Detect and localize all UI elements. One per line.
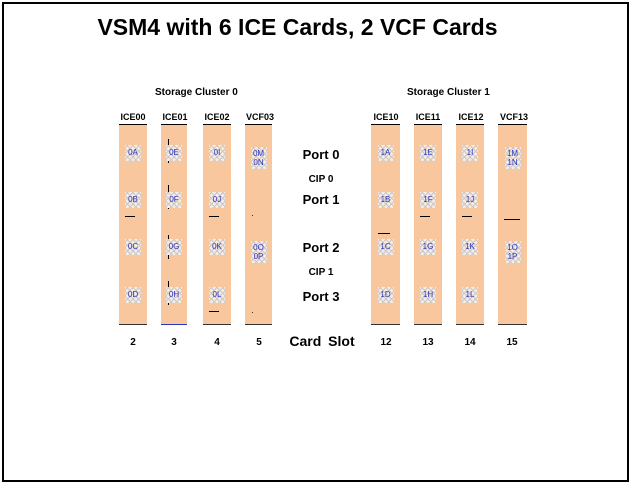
diagram-title: VSM4 with 6 ICE Cards, 2 VCF Cards <box>97 14 498 40</box>
card-name-ice12: ICE12 <box>458 112 484 122</box>
port-1f: 1F <box>420 192 436 208</box>
port-0d: 0D <box>125 287 141 303</box>
port-0i: 0I <box>209 145 225 161</box>
port-1g: 1G <box>420 239 436 255</box>
card-ice02: 0I 0J 0K 0L <box>203 124 231 325</box>
slot-number: 12 <box>380 337 392 348</box>
port-0m-0n: 0M 0N <box>250 147 267 169</box>
slot-number: 13 <box>422 337 434 348</box>
port-1c: 1C <box>377 239 394 255</box>
port-0k: 0K <box>209 239 225 255</box>
slot-number: 5 <box>256 337 262 348</box>
port-0g: 0G <box>166 239 182 255</box>
card-ice01: 0E 0F 0G 0H <box>161 124 187 325</box>
port-1k: 1K <box>462 239 478 255</box>
card-marker <box>209 311 219 312</box>
port-0f: 0F <box>166 192 182 208</box>
card-name-ice11: ICE11 <box>415 112 441 122</box>
port-1h: 1H <box>420 287 436 303</box>
port-1e: 1E <box>420 145 436 161</box>
card-marker <box>125 216 135 217</box>
slot-number: 15 <box>506 337 518 348</box>
card-marker <box>252 215 253 216</box>
port-1j: 1J <box>462 192 478 208</box>
port-0l: 0L <box>209 287 225 303</box>
port-2-label: Port 2 <box>302 240 340 255</box>
port-0a: 0A <box>125 145 141 161</box>
card-slot-label: Card Slot <box>289 333 355 349</box>
card-marker <box>161 324 187 325</box>
card-ice12: 1I 1J 1K 1L <box>456 124 484 325</box>
cluster-1-label: Storage Cluster 1 <box>407 87 490 98</box>
cip-1-label: CIP 1 <box>308 267 334 278</box>
card-ice11: 1E 1F 1G 1H <box>414 124 442 325</box>
port-1i: 1I <box>462 145 478 161</box>
slot-number: 2 <box>130 337 136 348</box>
port-1m-1n: 1M 1N <box>504 147 521 169</box>
card-marker <box>252 312 253 313</box>
diagram-frame <box>2 2 629 482</box>
card-vcf13: 1M 1N 1O 1P <box>498 124 527 325</box>
port-0-label: Port 0 <box>302 147 340 162</box>
card-name-ice01: ICE01 <box>162 112 188 122</box>
slot-number: 14 <box>464 337 476 348</box>
card-ice00: 0A 0B 0C 0D <box>119 124 147 325</box>
port-1-label: Port 1 <box>302 192 340 207</box>
card-marker <box>209 216 219 217</box>
port-0j: 0J <box>209 192 225 208</box>
port-1b: 1B <box>377 192 394 208</box>
port-1o-1p: 1O 1P <box>504 241 521 263</box>
port-1d: 1D <box>377 287 394 303</box>
port-0o-0p: 0O 0P <box>250 241 267 263</box>
card-ice10: 1A 1B 1C 1D <box>371 124 400 325</box>
port-0c: 0C <box>125 239 141 255</box>
card-marker <box>462 216 472 217</box>
cluster-0-label: Storage Cluster 0 <box>155 87 238 98</box>
card-name-ice00: ICE00 <box>120 112 146 122</box>
cip-0-label: CIP 0 <box>308 174 334 185</box>
port-3-label: Port 3 <box>302 289 340 304</box>
card-name-ice02: ICE02 <box>204 112 230 122</box>
port-1l: 1L <box>462 287 478 303</box>
port-1a: 1A <box>377 145 394 161</box>
card-name-ice10: ICE10 <box>373 112 399 122</box>
port-0e: 0E <box>166 145 182 161</box>
card-marker <box>378 233 390 234</box>
slot-number: 4 <box>214 337 220 348</box>
card-name-vcf13: VCF13 <box>499 112 528 122</box>
slot-number: 3 <box>171 337 177 348</box>
port-0b: 0B <box>125 192 141 208</box>
card-vcf03: 0M 0N 0O 0P <box>245 124 272 325</box>
card-marker <box>420 216 430 217</box>
card-name-vcf03: VCF03 <box>245 112 274 122</box>
port-0h: 0H <box>166 287 182 303</box>
card-marker <box>504 219 520 220</box>
